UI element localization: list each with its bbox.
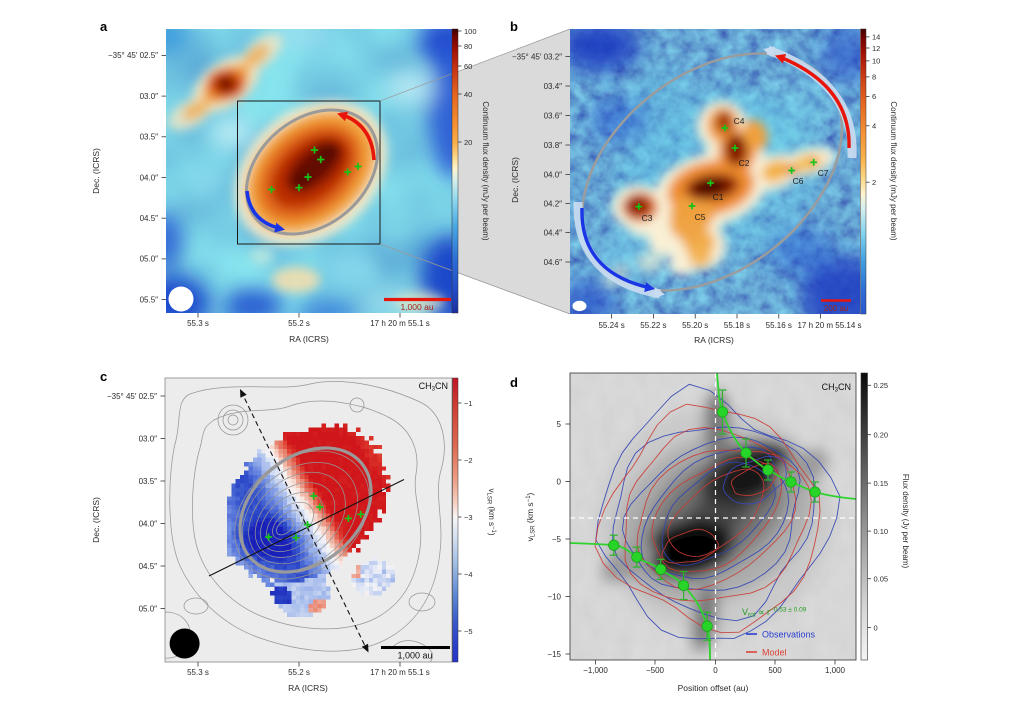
svg-text:40: 40 [464, 90, 472, 99]
svg-text:17 h 20 m 55.14 s: 17 h 20 m 55.14 s [797, 321, 861, 330]
svg-text:8: 8 [872, 73, 876, 82]
svg-text:Continuum flux density (mJy pe: Continuum flux density (mJy per beam) [889, 101, 898, 241]
svg-text:10: 10 [872, 57, 880, 66]
svg-text:b: b [510, 19, 518, 34]
svg-text:1,000: 1,000 [825, 666, 846, 675]
svg-text:Observations: Observations [762, 630, 816, 640]
svg-text:0: 0 [557, 477, 562, 486]
svg-text:55.2 s: 55.2 s [288, 668, 310, 677]
svg-text:CH3CN: CH3CN [822, 382, 851, 394]
svg-text:d: d [510, 375, 518, 390]
svg-text:05.5″: 05.5″ [140, 295, 159, 304]
svg-text:−35° 45′ 02.5″: −35° 45′ 02.5″ [108, 51, 158, 60]
svg-text:−5: −5 [552, 535, 562, 544]
svg-text:03.4″: 03.4″ [544, 82, 563, 91]
svg-text:Dec. (ICRS): Dec. (ICRS) [91, 497, 101, 543]
svg-text:60: 60 [464, 62, 472, 71]
svg-text:03.5″: 03.5″ [140, 133, 159, 142]
svg-text:Dec. (ICRS): Dec. (ICRS) [510, 157, 520, 203]
svg-text:04.5″: 04.5″ [139, 562, 158, 571]
svg-text:−1: −1 [464, 399, 473, 408]
svg-text:55.3 s: 55.3 s [187, 668, 209, 677]
svg-text:500: 500 [768, 666, 782, 675]
svg-text:0.25: 0.25 [874, 381, 889, 390]
svg-text:a: a [100, 19, 108, 34]
svg-text:55.16 s: 55.16 s [766, 321, 792, 330]
svg-text:−500: −500 [646, 666, 665, 675]
svg-text:Continuum flux density (mJy pe: Continuum flux density (mJy per beam) [481, 101, 490, 241]
svg-text:17 h 20 m 55.1 s: 17 h 20 m 55.1 s [370, 668, 430, 677]
svg-text:−2: −2 [464, 456, 473, 465]
svg-text:−4: −4 [464, 570, 473, 579]
svg-text:Position offset (au): Position offset (au) [678, 683, 749, 693]
svg-text:55.18 s: 55.18 s [724, 321, 750, 330]
svg-text:04.4″: 04.4″ [544, 228, 563, 237]
svg-text:−5: −5 [464, 627, 473, 636]
svg-text:55.24 s: 55.24 s [598, 321, 624, 330]
svg-text:1,000 au: 1,000 au [400, 302, 433, 312]
svg-text:−1,000: −1,000 [583, 666, 608, 675]
svg-text:−35° 45′ 03.2″: −35° 45′ 03.2″ [512, 52, 562, 61]
svg-text:RA (ICRS): RA (ICRS) [288, 683, 328, 693]
svg-text:C7: C7 [818, 168, 829, 178]
svg-text:04.0″: 04.0″ [544, 170, 563, 179]
svg-text:03.6″: 03.6″ [544, 111, 563, 120]
svg-text:RA (ICRS): RA (ICRS) [694, 335, 734, 345]
svg-text:C2: C2 [739, 158, 750, 168]
svg-text:Dec. (ICRS): Dec. (ICRS) [91, 148, 101, 194]
svg-text:2: 2 [872, 178, 876, 187]
svg-text:vLSR (km s−1): vLSR (km s−1) [525, 492, 537, 541]
svg-text:0.10: 0.10 [874, 527, 889, 536]
svg-text:−15: −15 [547, 650, 561, 659]
svg-text:04.6″: 04.6″ [544, 258, 563, 267]
svg-text:C6: C6 [793, 176, 804, 186]
svg-text:04.5″: 04.5″ [140, 214, 159, 223]
svg-text:1,000 au: 1,000 au [397, 651, 432, 661]
svg-text:12: 12 [872, 44, 880, 53]
svg-text:17 h 20 m 55.1 s: 17 h 20 m 55.1 s [370, 319, 430, 328]
svg-text:C5: C5 [695, 212, 706, 222]
svg-text:03.0″: 03.0″ [139, 434, 158, 443]
svg-text:−10: −10 [547, 592, 561, 601]
svg-text:55.22 s: 55.22 s [640, 321, 666, 330]
svg-text:C4: C4 [734, 116, 745, 126]
svg-text:03.8″: 03.8″ [544, 141, 563, 150]
svg-text:RA (ICRS): RA (ICRS) [289, 334, 329, 344]
svg-text:14: 14 [872, 33, 880, 42]
svg-text:6: 6 [872, 92, 876, 101]
svg-text:0.20: 0.20 [874, 431, 889, 440]
svg-text:CH3CN: CH3CN [419, 381, 448, 393]
svg-text:C1: C1 [713, 192, 724, 202]
svg-text:03.5″: 03.5″ [139, 477, 158, 486]
svg-text:04.2″: 04.2″ [544, 199, 563, 208]
svg-text:100: 100 [464, 27, 477, 36]
svg-text:0: 0 [713, 666, 718, 675]
svg-text:4: 4 [872, 122, 876, 131]
svg-text:55.20 s: 55.20 s [682, 321, 708, 330]
svg-text:05.0″: 05.0″ [139, 604, 158, 613]
svg-text:−3: −3 [464, 513, 473, 522]
svg-text:05.0″: 05.0″ [140, 255, 159, 264]
svg-text:vLSR (km s−1): vLSR (km s−1) [486, 489, 497, 536]
svg-text:0.15: 0.15 [874, 479, 889, 488]
svg-text:03.0″: 03.0″ [140, 92, 159, 101]
svg-text:0.05: 0.05 [874, 575, 889, 584]
svg-text:20: 20 [464, 138, 472, 147]
svg-text:c: c [100, 369, 107, 384]
svg-text:04.0″: 04.0″ [139, 519, 158, 528]
svg-text:0: 0 [874, 623, 878, 632]
svg-text:5: 5 [557, 420, 562, 429]
svg-text:Model: Model [762, 648, 787, 658]
svg-text:55.3 s: 55.3 s [187, 319, 209, 328]
svg-text:200 au: 200 au [824, 304, 848, 313]
svg-text:04.0″: 04.0″ [140, 173, 159, 182]
svg-text:Flux density (Jy per beam): Flux density (Jy per beam) [901, 474, 910, 569]
svg-text:C3: C3 [642, 213, 653, 223]
svg-text:80: 80 [464, 42, 472, 51]
svg-text:−35° 45′ 02.5″: −35° 45′ 02.5″ [107, 392, 157, 401]
svg-text:55.2 s: 55.2 s [288, 319, 310, 328]
